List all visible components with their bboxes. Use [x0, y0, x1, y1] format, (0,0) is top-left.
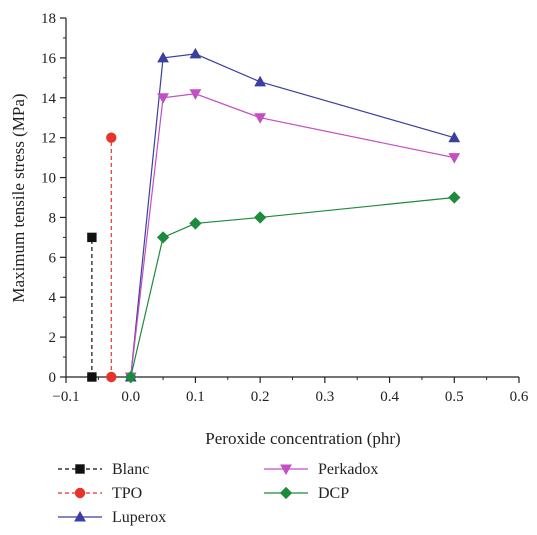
series-layer: [87, 47, 461, 384]
series-line-luperox: [130, 53, 455, 378]
series-tpo: [106, 132, 117, 383]
legend: Blanc TPO Luperox Perkadox DCP: [58, 461, 378, 526]
legend-item-blanc: Blanc: [58, 461, 149, 478]
data-point-dcp: [448, 191, 461, 204]
legend-label: Perkadox: [318, 461, 378, 478]
x-axis-title: Peroxide concentration (phr): [205, 429, 400, 448]
series-dcp: [124, 191, 461, 384]
legend-marker: [74, 487, 86, 499]
data-point-perkadox: [189, 89, 202, 100]
data-point-dcp: [189, 217, 202, 230]
legend-marker: [75, 464, 85, 474]
x-tick-label: 0.3: [315, 389, 334, 405]
y-tick-label: 12: [41, 131, 56, 147]
legend-item-dcp: DCP: [264, 485, 349, 502]
data-point-luperox: [254, 75, 267, 87]
y-tick-label: 4: [49, 290, 57, 306]
y-tick-label: 6: [49, 250, 57, 266]
data-point-tpo: [106, 371, 117, 383]
series-line-dcp: [130, 196, 455, 378]
legend-marker: [280, 464, 292, 476]
legend-marker: [279, 486, 293, 500]
legend-item-luperox: Luperox: [58, 509, 166, 526]
data-point-luperox: [189, 47, 202, 59]
y-tick-label: 18: [41, 11, 56, 27]
y-tick-label: 14: [41, 91, 57, 107]
y-tick-label: 0: [49, 370, 57, 386]
legend-label: Luperox: [112, 509, 166, 526]
data-point-perkadox: [254, 113, 267, 124]
y-axis-title: Maximum tensile stress (MPa): [9, 93, 28, 302]
series-perkadox: [124, 89, 461, 384]
series-luperox: [124, 47, 461, 382]
legend-item-tpo: TPO: [58, 485, 142, 502]
data-point-perkadox: [157, 93, 169, 104]
data-point-dcp: [253, 211, 267, 224]
data-point-dcp: [124, 370, 137, 384]
y-tick-label: 2: [49, 330, 57, 346]
data-point-luperox: [448, 131, 461, 143]
legend-item-perkadox: Perkadox: [264, 461, 378, 478]
series-line-perkadox: [130, 93, 455, 378]
y-tick-label: 16: [41, 51, 57, 67]
data-point-blanc: [87, 372, 97, 382]
data-point-tpo: [106, 132, 117, 143]
axes: −0.1 0.0 0.1 0.2 0.3 0.4 0.5 0.6 0 2 4 6 8 10 12 14 16 18: [41, 11, 529, 405]
legend-label: DCP: [318, 485, 349, 502]
legend-label: Blanc: [112, 461, 149, 478]
series-blanc: [87, 232, 97, 382]
y-tick-label: 10: [41, 171, 56, 187]
y-tick-label: 8: [49, 210, 57, 226]
legend-label: TPO: [112, 485, 142, 502]
data-point-luperox: [157, 51, 169, 63]
x-tick-label: 0.4: [380, 389, 399, 405]
x-tick-label: −0.1: [52, 389, 79, 405]
legend-marker: [74, 510, 86, 522]
x-tick-label: 0.0: [121, 389, 140, 405]
data-point-perkadox: [448, 153, 461, 164]
x-tick-label: 0.2: [251, 389, 270, 405]
x-tick-label: 0.1: [186, 389, 205, 405]
x-tick-label: 0.6: [510, 389, 529, 405]
data-point-dcp: [156, 231, 170, 244]
data-point-blanc: [87, 232, 97, 243]
x-tick-label: 0.5: [445, 389, 464, 405]
